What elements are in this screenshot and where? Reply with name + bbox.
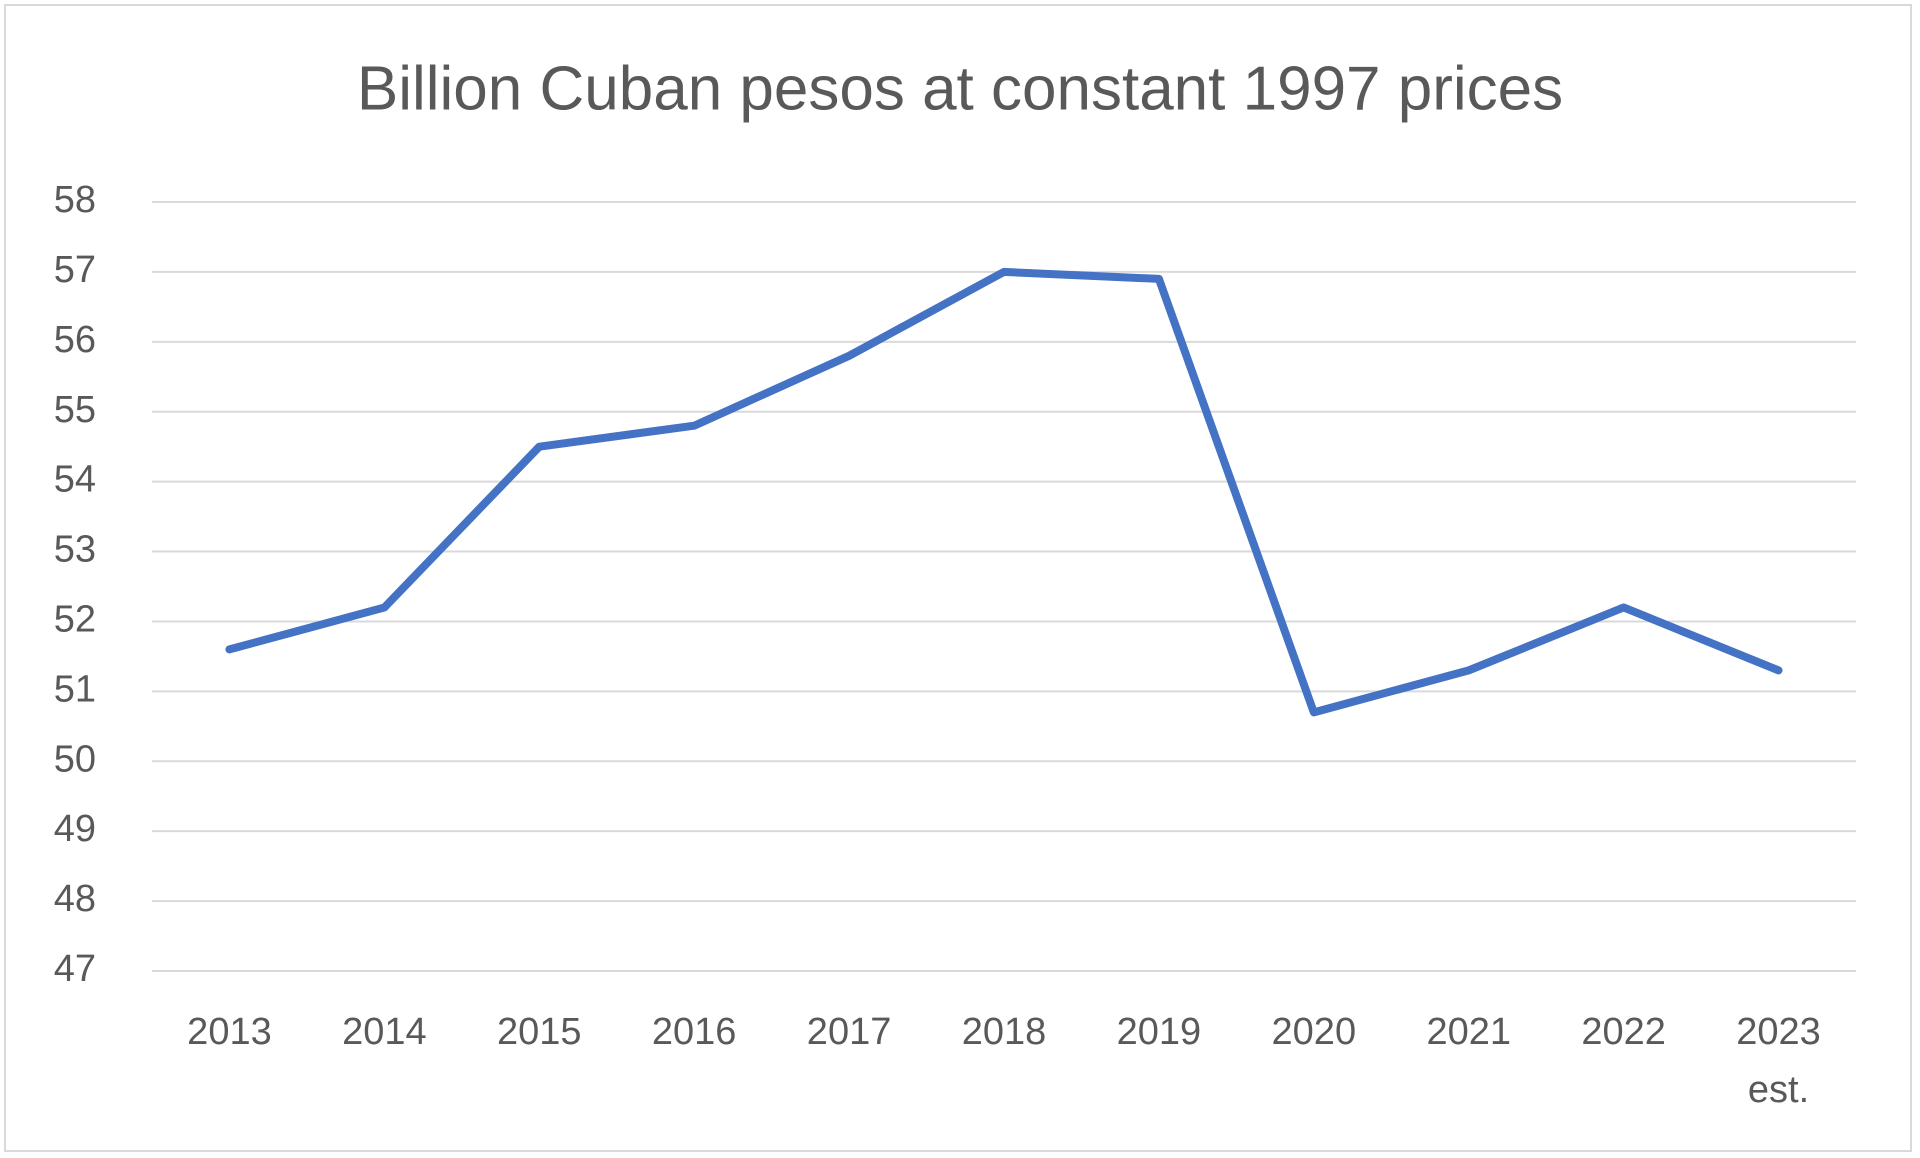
y-tick-label: 54 (54, 459, 96, 501)
x-tick-label: 2019 (1116, 1011, 1202, 1053)
y-tick-label: 55 (54, 389, 96, 431)
x-tick-label: 2021 (1426, 1011, 1511, 1053)
x-tick-label: 2015 (496, 1011, 582, 1053)
y-tick-label: 47 (54, 948, 96, 990)
y-tick-label: 48 (54, 878, 96, 920)
chart-title: Billion Cuban pesos at constant 1997 pri… (357, 54, 1563, 123)
x-tick-label: 2018 (961, 1011, 1047, 1053)
x-tick-label: 2022 (1581, 1011, 1666, 1053)
x-tick-label: 2023 est. (1736, 1011, 1821, 1111)
data-line (225, 267, 1783, 717)
x-tick-label: 2020 (1271, 1011, 1357, 1053)
x-tick-label: 2014 (342, 1011, 427, 1053)
y-tick-label: 51 (54, 668, 96, 710)
y-tick-label: 57 (54, 249, 96, 291)
x-tick-label: 2017 (806, 1011, 892, 1053)
x-tick-label: 2013 (187, 1011, 272, 1053)
chart-frame (4, 4, 1912, 1152)
y-tick-label: 53 (54, 529, 96, 571)
x-tick-label: 2016 (651, 1011, 737, 1053)
y-tick-label: 49 (54, 808, 96, 850)
y-tick-label: 56 (54, 319, 96, 361)
y-tick-label: 52 (54, 598, 96, 640)
y-tick-label: 58 (54, 179, 96, 221)
y-tick-label: 50 (54, 738, 96, 780)
